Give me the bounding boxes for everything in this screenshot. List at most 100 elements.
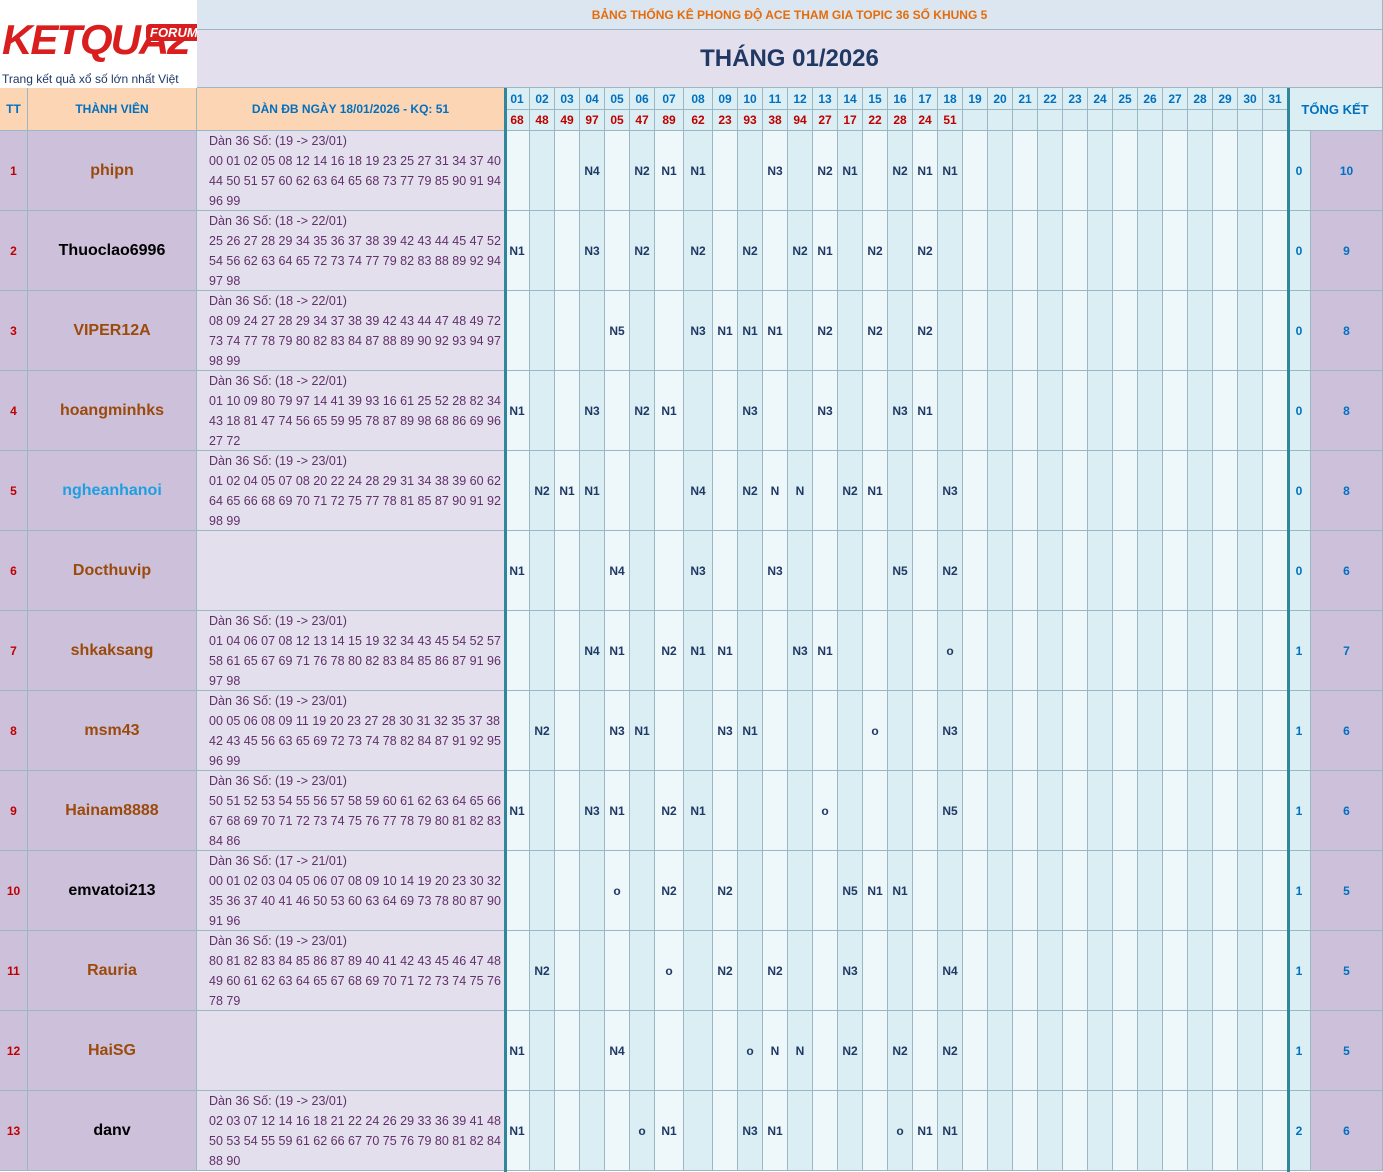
day-cell — [988, 291, 1013, 371]
day-cell — [1088, 451, 1113, 531]
day-cell — [988, 131, 1013, 211]
day-cell — [655, 691, 684, 771]
day-cell — [913, 531, 938, 611]
day-cell — [1163, 131, 1188, 211]
day-cell — [1038, 451, 1063, 531]
day-cell: N3 — [763, 531, 788, 611]
day-cell — [1063, 291, 1088, 371]
day-cell — [1063, 371, 1088, 451]
day-cell — [1063, 211, 1088, 291]
day-cell — [813, 531, 838, 611]
day-cell: N3 — [713, 691, 738, 771]
day-cell: o — [938, 611, 963, 691]
score: 0 — [1288, 451, 1311, 531]
day-cell — [1213, 611, 1238, 691]
number-set-line: 49 60 61 62 63 64 65 67 68 69 70 71 72 7… — [209, 973, 501, 988]
day-cell: N2 — [530, 691, 555, 771]
score: 0 — [1288, 291, 1311, 371]
number-set-line: Dàn 36 Số: (19 -> 23/01) — [209, 453, 347, 468]
day-cell — [1113, 1091, 1138, 1171]
day-cell — [1213, 531, 1238, 611]
day-cell — [913, 771, 938, 851]
day-cell — [988, 451, 1013, 531]
separator — [504, 88, 507, 1172]
number-set — [197, 531, 505, 611]
result: 38 — [763, 110, 788, 131]
day-cell — [1113, 291, 1138, 371]
row-index: 8 — [0, 691, 28, 771]
day-cell — [988, 611, 1013, 691]
day-cell — [1063, 1011, 1088, 1091]
day-cell — [505, 931, 530, 1011]
number-set-line: 67 68 69 70 71 72 73 74 75 76 77 78 79 8… — [209, 813, 501, 828]
day-cell — [1063, 1091, 1088, 1171]
day-cell — [888, 691, 913, 771]
day-cell — [763, 211, 788, 291]
day-cell — [605, 371, 630, 451]
member-name: HaiSG — [28, 1011, 197, 1091]
day-cell — [1213, 131, 1238, 211]
day-cell: N2 — [938, 1011, 963, 1091]
day-cell — [1138, 691, 1163, 771]
total: 5 — [1311, 1011, 1383, 1091]
number-set: Dàn 36 Số: (18 -> 22/01) 08 09 24 27 28 2… — [197, 291, 505, 371]
day-cell — [1238, 1091, 1263, 1171]
day-cell: N4 — [580, 611, 605, 691]
day-cell — [1213, 211, 1238, 291]
day-cell — [1113, 931, 1138, 1011]
day-cell — [684, 691, 713, 771]
day-cell: N4 — [938, 931, 963, 1011]
day-cell — [1138, 611, 1163, 691]
day-cell: N — [763, 451, 788, 531]
day-cell — [555, 1011, 580, 1091]
day-cell: N1 — [655, 371, 684, 451]
day-cell — [1238, 851, 1263, 931]
day-cell — [655, 451, 684, 531]
number-set-line: Dàn 36 Số: (19 -> 23/01) — [209, 693, 347, 708]
day-cell — [888, 211, 913, 291]
day-cell — [555, 691, 580, 771]
day-cell — [1113, 451, 1138, 531]
day-cell — [530, 611, 555, 691]
day-cell — [763, 851, 788, 931]
day-cell — [1238, 771, 1263, 851]
total: 6 — [1311, 1091, 1383, 1171]
day-cell: o — [738, 1011, 763, 1091]
member-name: danv — [28, 1091, 197, 1171]
day-cell — [1088, 371, 1113, 451]
row-index: 2 — [0, 211, 28, 291]
day-cell — [1138, 931, 1163, 1011]
day-cell — [713, 771, 738, 851]
day-cell — [684, 1091, 713, 1171]
member-name: Hainam8888 — [28, 771, 197, 851]
day-cell — [555, 371, 580, 451]
day-cell — [1113, 691, 1138, 771]
number-set-line: Dàn 36 Số: (17 -> 21/01) — [209, 853, 347, 868]
day-cell: N1 — [505, 771, 530, 851]
result: 23 — [713, 110, 738, 131]
day-cell — [580, 851, 605, 931]
day-cell — [913, 691, 938, 771]
number-set-line: 54 56 62 63 64 65 72 73 74 77 79 82 83 8… — [209, 253, 501, 268]
day-cell — [630, 1011, 655, 1091]
day-cell — [738, 851, 763, 931]
day-cell — [605, 931, 630, 1011]
day-cell — [1013, 851, 1038, 931]
day-cell — [1263, 1011, 1288, 1091]
day-cell — [1263, 211, 1288, 291]
day-cell: N2 — [530, 451, 555, 531]
day-cell — [738, 931, 763, 1011]
day-cell — [684, 371, 713, 451]
day-cell: N2 — [738, 451, 763, 531]
day-cell: N2 — [630, 131, 655, 211]
day-cell — [838, 771, 863, 851]
day-cell: N2 — [713, 931, 738, 1011]
result: 22 — [863, 110, 888, 131]
day-header: 16 — [888, 88, 913, 110]
day-cell — [1138, 291, 1163, 371]
day-cell — [738, 531, 763, 611]
day-cell — [580, 291, 605, 371]
day-cell — [963, 1091, 988, 1171]
row-index: 3 — [0, 291, 28, 371]
number-set-line: 27 72 — [209, 433, 241, 448]
